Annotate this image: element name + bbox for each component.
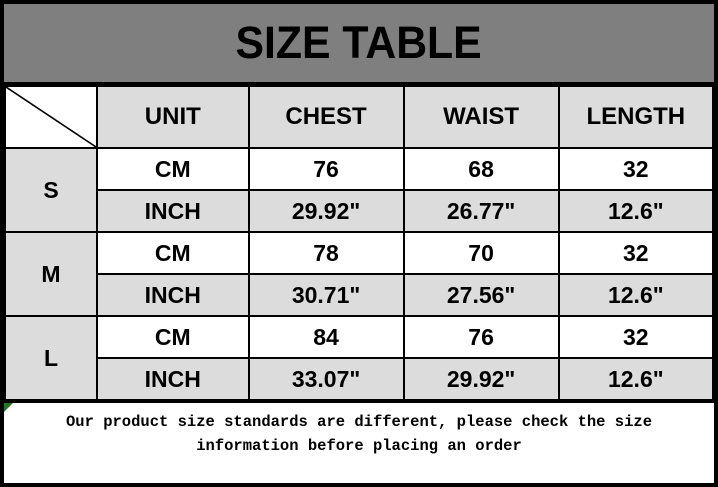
- table-header-row: UNIT CHEST WAIST LENGTH: [3, 85, 715, 149]
- table-row-s-cm: S CM 76 68 32: [3, 147, 715, 233]
- waist-value: 70: [402, 231, 560, 275]
- size-label-l: L: [3, 315, 99, 401]
- chest-value: 78: [247, 231, 405, 275]
- chest-value: 33.07": [247, 357, 405, 401]
- waist-value: 68: [402, 147, 560, 191]
- header-length: LENGTH: [557, 85, 715, 149]
- cell-flag-icon: [4, 403, 13, 412]
- unit-cell: INCH: [96, 273, 250, 317]
- diagonal-line-icon: [6, 87, 96, 147]
- unit-cell: INCH: [96, 357, 250, 401]
- size-label-m: M: [3, 231, 99, 317]
- unit-cell: CM: [96, 315, 250, 359]
- note-text: Our product size standards are different…: [66, 413, 652, 456]
- chest-value: 29.92": [247, 189, 405, 233]
- length-value: 32: [557, 315, 715, 359]
- unit-cell: INCH: [96, 189, 250, 233]
- waist-value: 29.92": [402, 357, 560, 401]
- corner-diagonal-cell: [3, 85, 99, 149]
- table-row-s-inch: INCH 29.92" 26.77" 12.6": [5, 189, 715, 233]
- title-band: SIZE TABLE: [4, 4, 714, 85]
- note-band: Our product size standards are different…: [4, 401, 714, 469]
- chest-value: 30.71": [247, 273, 405, 317]
- length-value: 12.6": [557, 189, 715, 233]
- table-row-m-cm: M CM 78 70 32: [3, 231, 715, 317]
- unit-cell: CM: [96, 231, 250, 275]
- table-row-l-inch: INCH 33.07" 29.92" 12.6": [5, 357, 715, 401]
- table-row-m-inch: INCH 30.71" 27.56" 12.6": [5, 273, 715, 317]
- header-waist: WAIST: [402, 85, 560, 149]
- header-chest: CHEST: [247, 85, 405, 149]
- waist-value: 76: [402, 315, 560, 359]
- length-value: 32: [557, 231, 715, 275]
- chest-value: 76: [247, 147, 405, 191]
- table-row-l-cm: L CM 84 76 32: [3, 315, 715, 401]
- unit-cell: CM: [96, 147, 250, 191]
- waist-value: 27.56": [402, 273, 560, 317]
- length-value: 12.6": [557, 357, 715, 401]
- length-value: 32: [557, 147, 715, 191]
- size-label-s: S: [3, 147, 99, 233]
- size-table: UNIT CHEST WAIST LENGTH S CM 76 68 32 IN…: [3, 85, 715, 401]
- chest-value: 84: [247, 315, 405, 359]
- page-title: SIZE TABLE: [235, 17, 483, 68]
- waist-value: 26.77": [402, 189, 560, 233]
- length-value: 12.6": [557, 273, 715, 317]
- header-unit: UNIT: [96, 85, 250, 149]
